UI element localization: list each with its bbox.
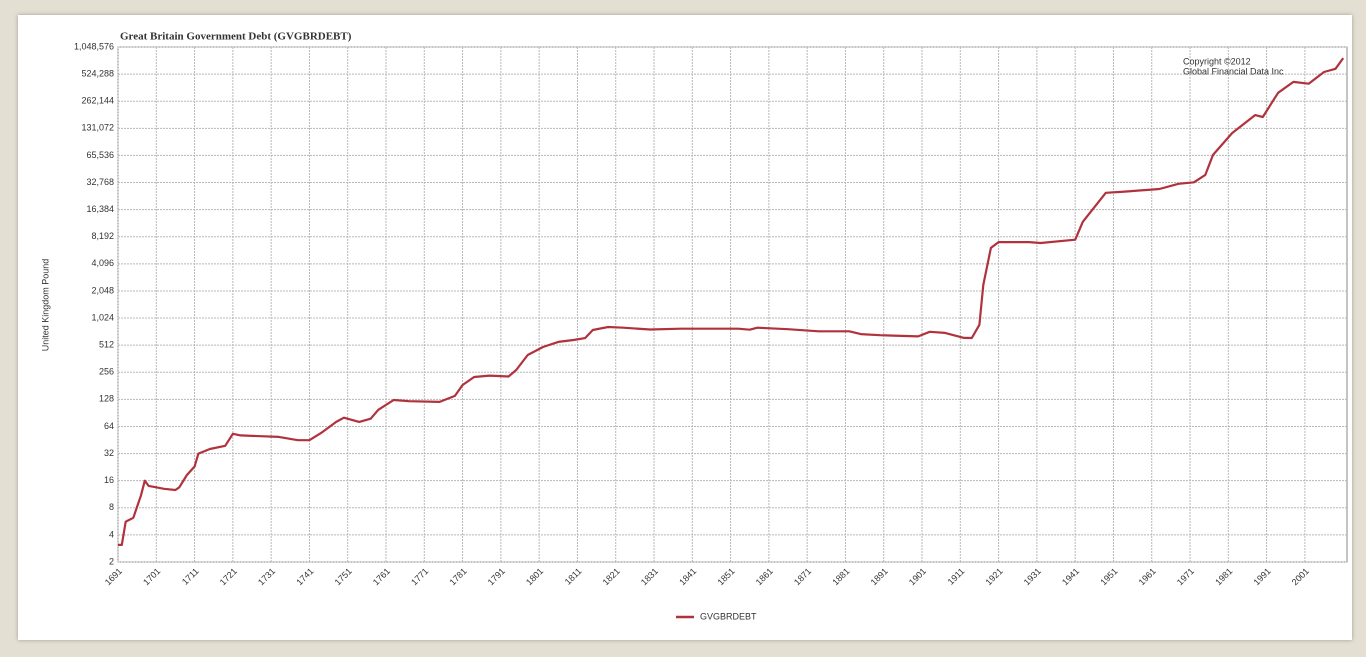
y-tick-label: 4 [109,529,114,539]
x-tick-label: 1751 [333,566,354,587]
x-tick-label: 2001 [1290,566,1311,587]
y-tick-label: 4,096 [91,258,114,268]
y-axis-label: United Kingdom Pound [40,259,50,352]
x-tick-label: 1931 [1022,566,1043,587]
x-tick-label: 1691 [103,566,124,587]
x-tick-label: 1781 [447,566,468,587]
x-tick-label: 1961 [1137,566,1158,587]
y-tick-label: 262,144 [81,96,114,106]
data-line [118,57,1345,546]
x-tick-label: 1911 [946,566,967,587]
annotation: Copyright ©2012 [1183,56,1251,66]
y-tick-label: 8,192 [91,231,114,241]
y-tick-label: 128 [99,394,114,404]
x-tick-label: 1891 [869,566,890,587]
x-tick-label: 1731 [256,566,277,587]
y-tick-label: 8 [109,502,114,512]
x-tick-label: 1851 [715,566,736,587]
y-tick-label: 2 [109,556,114,566]
y-tick-label: 524,288 [81,68,114,78]
x-tick-label: 1811 [563,566,584,587]
x-tick-label: 1951 [1098,566,1119,587]
x-tick-label: 1861 [754,566,775,587]
x-tick-label: 1831 [639,566,660,587]
y-tick-label: 65,536 [86,150,114,160]
chart-title: Great Britain Government Debt (GVGBRDEBT… [120,31,352,43]
x-tick-label: 1921 [983,566,1004,587]
x-tick-label: 1841 [677,566,698,587]
x-tick-label: 1791 [486,566,507,587]
x-tick-label: 1701 [141,566,162,587]
x-tick-label: 1871 [792,566,813,587]
x-tick-label: 1971 [1175,566,1196,587]
y-tick-label: 64 [104,421,114,431]
x-tick-label: 1821 [601,566,622,587]
annotation: Global Financial Data Inc [1183,66,1284,76]
y-tick-label: 16,384 [86,204,114,214]
y-tick-label: 512 [99,340,114,350]
y-tick-label: 32 [104,448,114,458]
x-tick-label: 1721 [218,566,239,587]
x-tick-label: 1771 [409,566,430,587]
x-tick-label: 1941 [1060,566,1081,587]
y-tick-label: 1,024 [91,312,114,322]
plot-area [117,46,1348,563]
x-tick-label: 1981 [1213,566,1234,587]
x-tick-label: 1901 [907,566,928,587]
x-tick-label: 1761 [371,566,392,587]
y-tick-label: 2,048 [91,285,114,295]
legend-label: GVGBRDEBT [700,611,757,621]
x-tick-label: 1991 [1251,566,1272,587]
y-tick-label: 16 [104,475,114,485]
x-tick-label: 1881 [830,566,851,587]
y-tick-label: 256 [99,367,114,377]
x-tick-label: 1801 [524,566,545,587]
x-tick-label: 1711 [180,566,201,587]
y-tick-label: 32,768 [86,177,114,187]
x-tick-label: 1741 [294,566,315,587]
y-tick-label: 1,048,576 [74,41,114,51]
y-tick-label: 131,072 [81,123,114,133]
